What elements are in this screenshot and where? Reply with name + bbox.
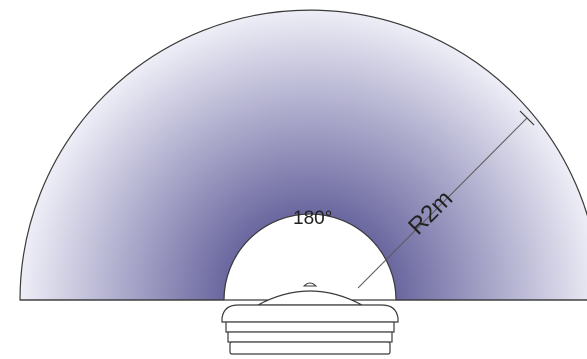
sensor-dome <box>257 290 363 306</box>
sensor-body <box>221 304 399 323</box>
sensor-base-band-3 <box>229 341 391 355</box>
sensor-base-band-2 <box>227 331 393 343</box>
radius-line <box>357 117 528 289</box>
detection-field <box>19 9 587 301</box>
radius-tick <box>519 110 535 126</box>
sensor-lens <box>302 282 318 287</box>
angle-label: 180° <box>293 208 332 229</box>
sensor-base-band-1 <box>225 321 395 333</box>
sensor-device <box>221 282 399 355</box>
